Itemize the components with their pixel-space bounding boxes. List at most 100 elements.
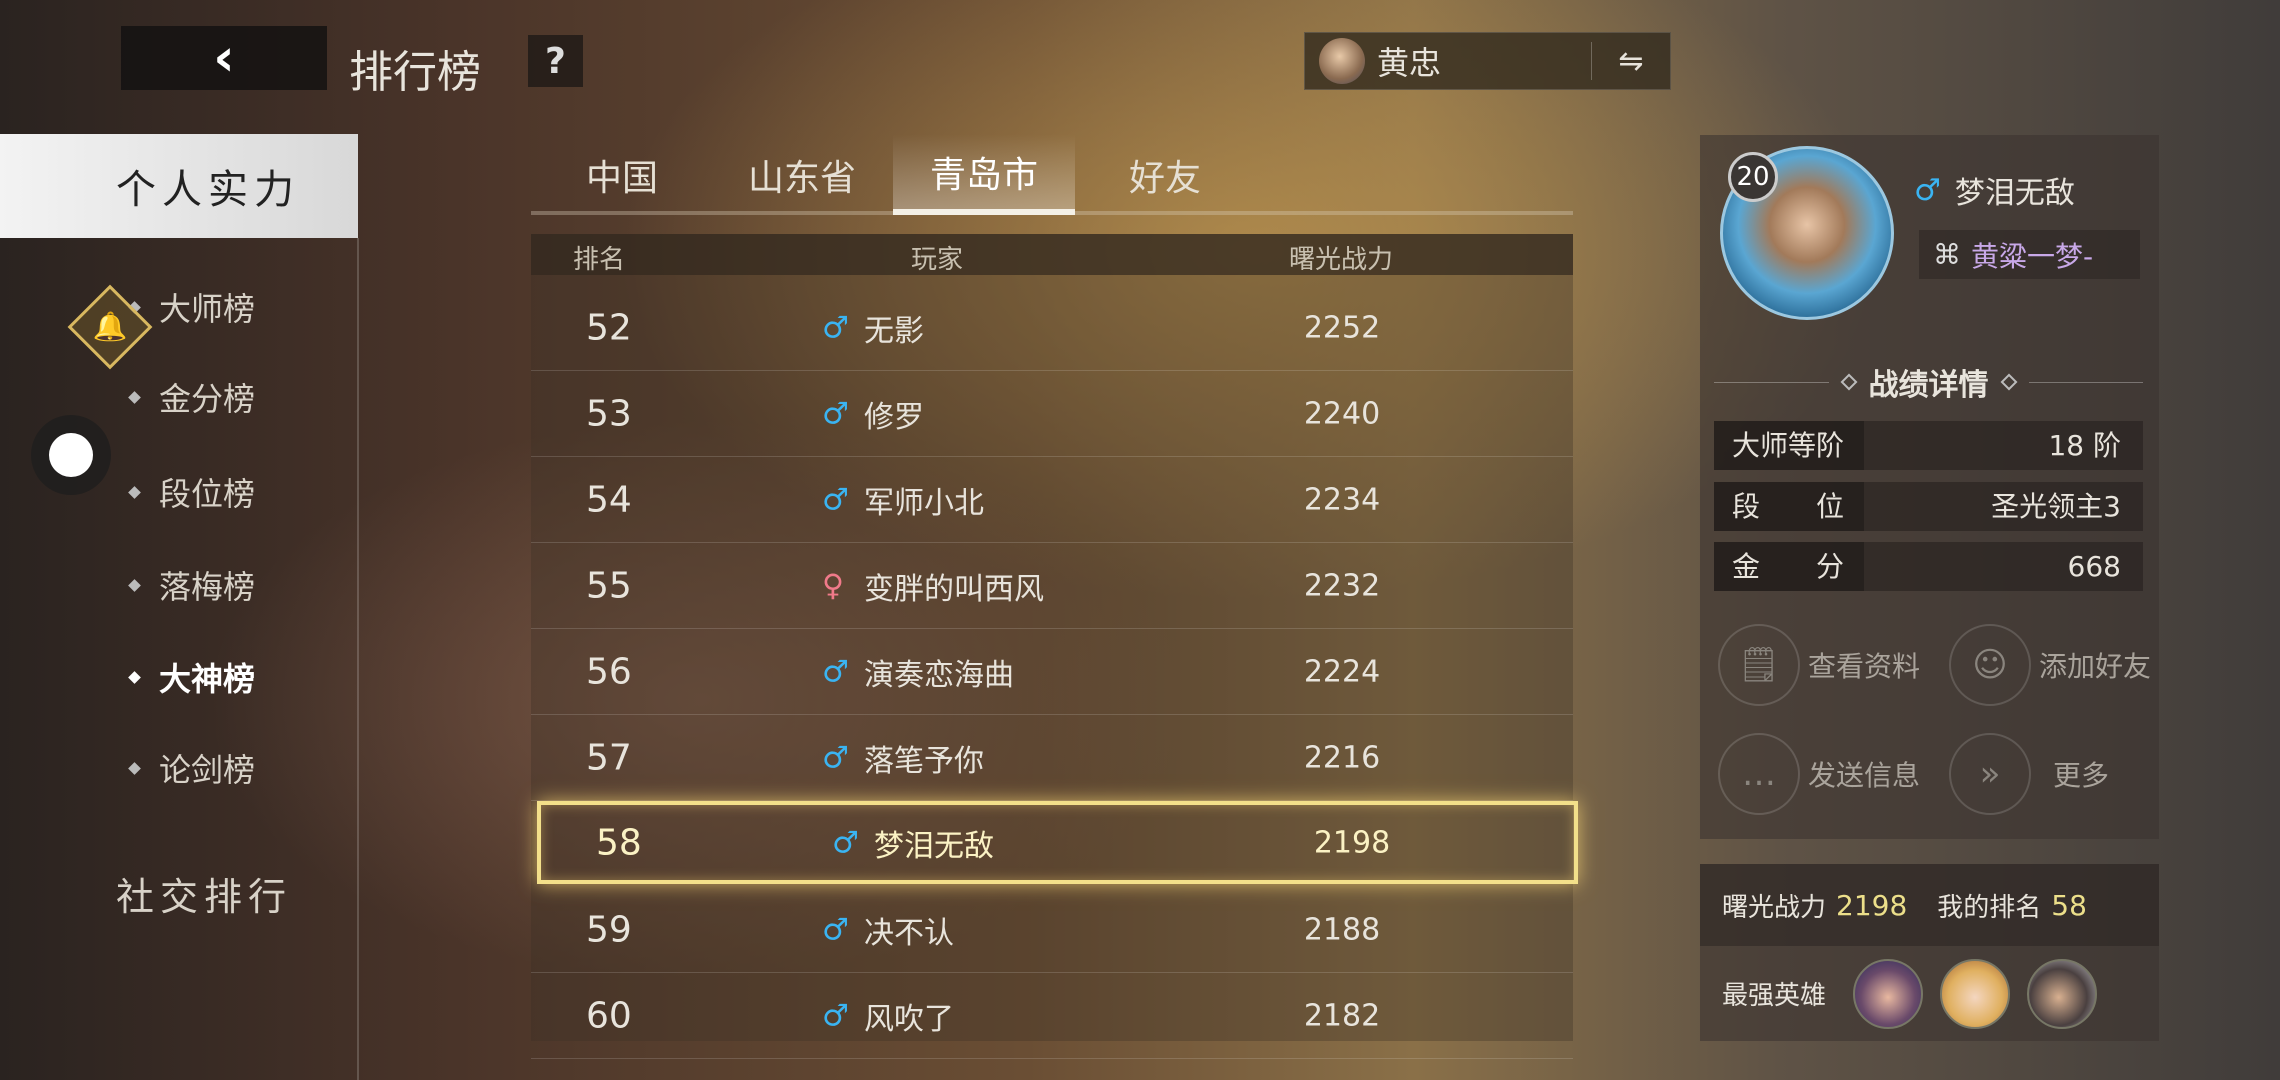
sidebar-item-master[interactable]: 大师榜 xyxy=(128,284,256,330)
page-title: 排行榜 xyxy=(349,47,481,98)
player-title: ⌘ 黄粱一梦- xyxy=(1919,230,2140,279)
player-name: 落笔予你 xyxy=(864,743,984,779)
profile-search-icon: 🗒 xyxy=(1718,624,1800,706)
player-name: 无影 xyxy=(864,313,924,349)
header-power: 曙光战力 xyxy=(1289,245,1394,275)
sidebar-section-social[interactable]: 社交排行 xyxy=(116,875,293,919)
table-row[interactable]: 53 ♂ 修罗 2240 xyxy=(531,371,1573,457)
table-row[interactable]: 59 ♂ 决不认 2188 xyxy=(531,887,1573,973)
more-button[interactable]: » 更多 xyxy=(1949,733,2109,815)
power: 2234 xyxy=(1303,482,1381,517)
title-text: 黄粱一梦- xyxy=(1971,239,2094,273)
player-name: 决不认 xyxy=(864,915,954,951)
sidebar-item-label: 论剑榜 xyxy=(159,751,256,789)
divider xyxy=(1591,42,1592,80)
sidebar-item-gold[interactable]: 金分榜 xyxy=(128,374,256,420)
hero-name: 黄忠 xyxy=(1377,44,1442,82)
male-icon: ♂ xyxy=(832,825,859,860)
double-chevron-right-icon: » xyxy=(1949,733,2031,815)
heroes-label: 最强英雄 xyxy=(1722,981,1827,1011)
table-row[interactable]: 58 ♂ 梦泪无敌 2198 xyxy=(537,801,1578,884)
stat-label: 金 分 xyxy=(1714,542,1864,591)
hero-avatar[interactable] xyxy=(1853,958,1924,1029)
power: 2188 xyxy=(1303,912,1381,947)
tab-friends[interactable]: 好友 xyxy=(1129,157,1202,199)
player-name: 梦泪无敌 xyxy=(874,828,994,864)
table-header: 排名 玩家 曙光战力 xyxy=(531,234,1573,275)
section-title: 战绩详情 xyxy=(1868,368,1989,403)
ranking-table: 排名 玩家 曙光战力 52 ♂ 无影 2252 53 ♂ 修罗 2240 54 ♂ … xyxy=(531,234,1578,1059)
player-name: 梦泪无敌 xyxy=(1954,176,2075,211)
hero-selector[interactable]: 黄忠 ⇋ xyxy=(1304,32,1671,90)
hero-avatar[interactable] xyxy=(1940,958,2011,1029)
stat-row: 大师等阶 18 阶 xyxy=(1714,421,2143,470)
male-icon: ♂ xyxy=(822,482,849,517)
sidebar-item-label: 大神榜 xyxy=(159,660,256,698)
tab-city[interactable]: 青岛市 xyxy=(893,134,1076,215)
sidebar-item-luomei[interactable]: 落梅榜 xyxy=(128,562,256,608)
sidebar-item-god[interactable]: 大神榜 xyxy=(128,654,256,700)
sidebar-item-label: 大师榜 xyxy=(159,290,256,328)
table-row[interactable]: 54 ♂ 军师小北 2234 xyxy=(531,457,1573,543)
stat-label: 段 位 xyxy=(1714,482,1864,531)
tab-china[interactable]: 中国 xyxy=(586,157,659,199)
table-row[interactable]: 55 ♀ 变胖的叫西风 2232 xyxy=(531,543,1573,629)
header-player: 玩家 xyxy=(911,245,964,275)
tab-province[interactable]: 山东省 xyxy=(748,157,857,199)
help-button[interactable]: ? xyxy=(528,35,583,87)
add-friend-button[interactable]: ☺ 添加好友 xyxy=(1949,624,2151,706)
sidebar-divider xyxy=(357,238,359,1080)
floating-assistant-button[interactable] xyxy=(31,415,111,495)
circle-icon xyxy=(49,433,93,477)
action-label: 发送信息 xyxy=(1808,759,1921,792)
power: 2216 xyxy=(1303,740,1381,775)
male-icon: ♂ xyxy=(822,740,849,775)
male-icon: ♂ xyxy=(1914,172,1941,208)
rank: 60 xyxy=(586,995,632,1036)
hero-avatar xyxy=(1319,38,1365,84)
male-icon: ♂ xyxy=(822,912,849,947)
stat-label: 大师等阶 xyxy=(1714,421,1864,470)
add-friend-icon: ☺ xyxy=(1949,624,2031,706)
bell-icon: 🔔 xyxy=(92,310,128,343)
sidebar-item-label: 金分榜 xyxy=(159,380,256,418)
rank: 58 xyxy=(596,822,642,863)
rank: 59 xyxy=(586,909,632,950)
level-badge: 20 xyxy=(1728,152,1778,202)
player-name: 变胖的叫西风 xyxy=(864,571,1044,607)
table-row[interactable]: 57 ♂ 落笔予你 2216 xyxy=(531,715,1573,801)
rank: 57 xyxy=(586,737,632,778)
swap-icon[interactable]: ⇋ xyxy=(1618,43,1644,79)
male-icon: ♂ xyxy=(822,310,849,345)
power: 2182 xyxy=(1303,998,1381,1033)
rank: 55 xyxy=(586,565,632,606)
male-icon: ♂ xyxy=(822,998,849,1033)
sidebar-item-lunjian[interactable]: 论剑榜 xyxy=(128,745,256,791)
view-profile-button[interactable]: 🗒 查看资料 xyxy=(1718,624,1920,706)
action-label: 更多 xyxy=(2053,759,2110,792)
send-message-button[interactable]: … 发送信息 xyxy=(1718,733,1920,815)
player-name: 风吹了 xyxy=(864,1001,954,1037)
player-name: 军师小北 xyxy=(864,485,984,521)
stat-value: 18 阶 xyxy=(2048,429,2121,462)
title-banner-icon: ⌘ xyxy=(1933,238,1961,271)
sidebar-item-tier[interactable]: 段位榜 xyxy=(128,469,255,515)
region-tabs: 中国 山东省 青岛市 好友 xyxy=(531,134,1573,215)
action-label: 查看资料 xyxy=(1808,650,1921,683)
back-button[interactable]: ‹ xyxy=(121,26,327,90)
summary-panel: 曙光战力 2198 我的排名 58 最强英雄 xyxy=(1700,864,2159,1041)
table-row[interactable]: 56 ♂ 演奏恋海曲 2224 xyxy=(531,629,1573,715)
table-row[interactable]: 52 ♂ 无影 2252 xyxy=(531,285,1573,371)
sidebar-item-label: 落梅榜 xyxy=(159,568,256,606)
power: 2232 xyxy=(1303,568,1381,603)
table-row[interactable]: 60 ♂ 风吹了 2182 xyxy=(531,973,1573,1059)
rank: 54 xyxy=(586,479,632,520)
stat-row: 段 位 圣光领主3 xyxy=(1714,482,2143,531)
male-icon: ♂ xyxy=(822,654,849,689)
stat-row: 金 分 668 xyxy=(1714,542,2143,591)
rank: 53 xyxy=(586,393,632,434)
sidebar-section-personal[interactable]: 个人实力 xyxy=(0,134,358,238)
player-name: 修罗 xyxy=(864,399,924,435)
action-label: 添加好友 xyxy=(2039,650,2152,683)
hero-avatar[interactable] xyxy=(2027,958,2098,1029)
